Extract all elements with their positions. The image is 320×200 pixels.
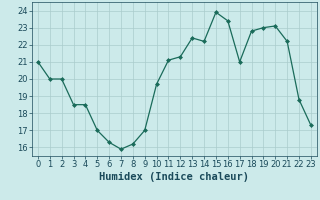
X-axis label: Humidex (Indice chaleur): Humidex (Indice chaleur) [100,172,249,182]
